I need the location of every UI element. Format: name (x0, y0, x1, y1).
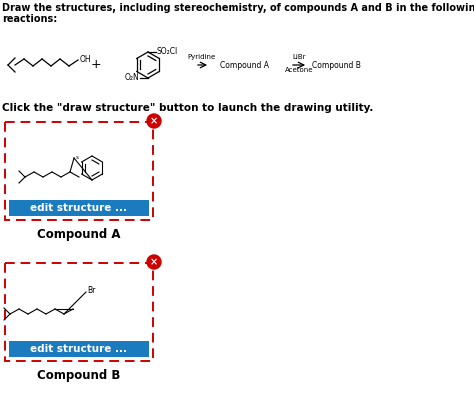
Text: LiBr: LiBr (292, 54, 306, 60)
Bar (5, 122, 153, 220)
Text: Compound A: Compound A (37, 228, 121, 241)
Text: edit structure ...: edit structure ... (30, 344, 128, 354)
Text: Br: Br (87, 286, 95, 295)
Bar (9, 341, 149, 357)
Text: reactions:: reactions: (2, 14, 57, 24)
Circle shape (147, 255, 161, 269)
Text: ×: × (150, 257, 158, 267)
Text: Compound A: Compound A (220, 61, 269, 69)
Text: Compound B: Compound B (37, 369, 121, 382)
Text: Pyridine: Pyridine (188, 54, 216, 60)
Text: s: s (76, 154, 79, 159)
Text: Compound B: Compound B (312, 61, 361, 69)
Text: ×: × (150, 116, 158, 126)
Text: Acetone: Acetone (285, 67, 313, 73)
Bar (5, 263, 153, 361)
Text: Click the "draw structure" button to launch the drawing utility.: Click the "draw structure" button to lau… (2, 103, 374, 113)
Text: Draw the structures, including stereochemistry, of compounds A and B in the foll: Draw the structures, including stereoche… (2, 3, 474, 13)
Text: +: + (91, 59, 101, 71)
Text: SO₂Cl: SO₂Cl (157, 47, 178, 56)
Text: OH: OH (80, 54, 91, 63)
Circle shape (147, 114, 161, 128)
Bar (9, 200, 149, 216)
Text: edit structure ...: edit structure ... (30, 203, 128, 213)
Text: O₂N: O₂N (124, 73, 139, 83)
